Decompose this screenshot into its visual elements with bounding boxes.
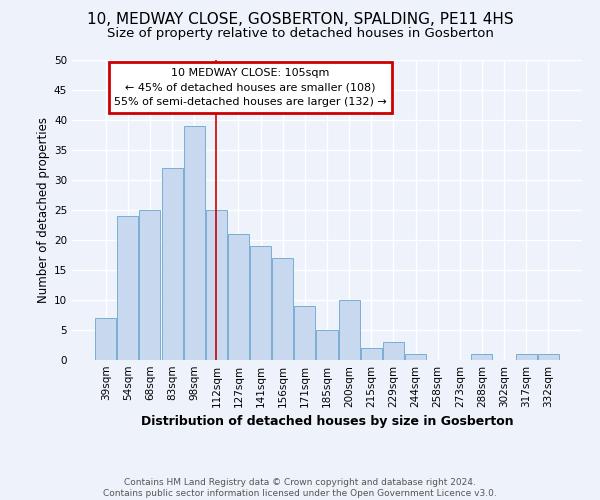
Bar [250,246,271,360]
Bar [405,354,426,360]
Bar [161,168,182,360]
Bar [206,210,227,360]
Bar [383,342,404,360]
Bar [228,234,249,360]
Text: Contains HM Land Registry data © Crown copyright and database right 2024.
Contai: Contains HM Land Registry data © Crown c… [103,478,497,498]
Bar [295,306,316,360]
Text: Size of property relative to detached houses in Gosberton: Size of property relative to detached ho… [107,28,493,40]
Bar [118,216,139,360]
Bar [184,126,205,360]
Text: 10, MEDWAY CLOSE, GOSBERTON, SPALDING, PE11 4HS: 10, MEDWAY CLOSE, GOSBERTON, SPALDING, P… [86,12,514,28]
Bar [538,354,559,360]
Text: 10 MEDWAY CLOSE: 105sqm
← 45% of detached houses are smaller (108)
55% of semi-d: 10 MEDWAY CLOSE: 105sqm ← 45% of detache… [114,68,387,107]
Bar [338,300,359,360]
Bar [472,354,493,360]
Bar [139,210,160,360]
Bar [95,318,116,360]
X-axis label: Distribution of detached houses by size in Gosberton: Distribution of detached houses by size … [140,416,514,428]
Y-axis label: Number of detached properties: Number of detached properties [37,117,50,303]
Bar [515,354,536,360]
Bar [316,330,338,360]
Bar [361,348,382,360]
Bar [272,258,293,360]
